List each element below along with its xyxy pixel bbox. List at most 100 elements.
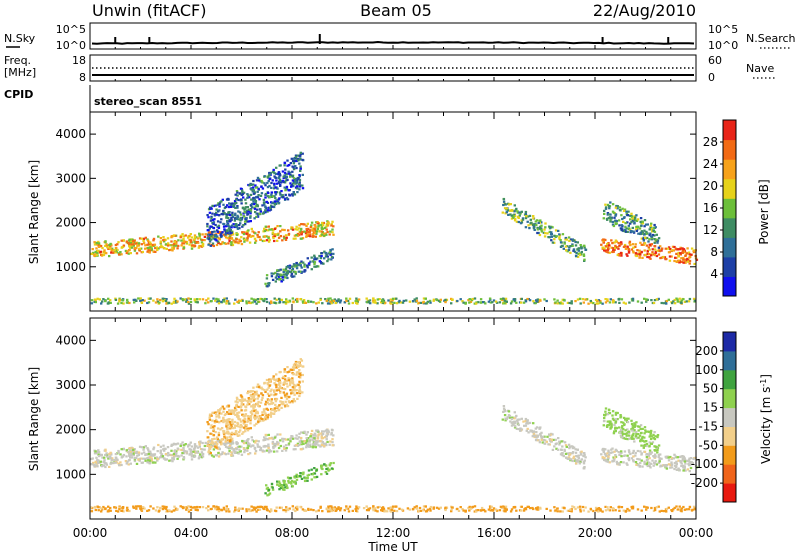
echo-cell bbox=[159, 456, 162, 459]
echo-cell bbox=[230, 438, 233, 441]
echo-cell bbox=[611, 410, 615, 413]
echo-cell bbox=[132, 448, 135, 451]
echo-cell bbox=[275, 378, 279, 381]
echo-cell bbox=[329, 300, 332, 303]
echo-cell bbox=[190, 247, 194, 250]
echo-cell bbox=[190, 458, 194, 461]
echo-cell bbox=[473, 302, 476, 305]
echo-cell bbox=[325, 438, 328, 441]
echo-cell bbox=[511, 416, 514, 419]
echo-cell bbox=[688, 460, 691, 464]
echo-cell bbox=[267, 229, 270, 232]
echo-cell bbox=[309, 508, 313, 511]
echo-cell bbox=[422, 505, 426, 508]
echo-cell bbox=[568, 301, 571, 305]
echo-cell bbox=[558, 443, 561, 446]
echo-cell bbox=[224, 438, 228, 442]
echo-cell bbox=[140, 457, 143, 460]
echo-cell bbox=[199, 238, 203, 241]
echo-cell bbox=[153, 243, 157, 246]
echo-cell bbox=[109, 451, 112, 454]
echo-cell bbox=[596, 299, 599, 303]
echo-cell bbox=[256, 196, 260, 199]
echo-cell bbox=[678, 297, 681, 300]
echo-cell bbox=[182, 237, 185, 241]
echo-cell bbox=[257, 394, 260, 397]
echo-cell bbox=[498, 301, 502, 304]
echo-cell bbox=[534, 220, 537, 223]
echo-cell bbox=[176, 457, 179, 460]
echo-cell bbox=[517, 220, 520, 224]
echo-cell bbox=[311, 473, 314, 476]
echo-cell bbox=[635, 229, 638, 232]
echo-cell bbox=[313, 258, 316, 261]
echo-cell bbox=[279, 174, 282, 177]
echo-cell bbox=[529, 222, 532, 225]
echo-cell bbox=[568, 453, 572, 456]
echo-cell bbox=[569, 238, 573, 241]
echo-cell bbox=[246, 193, 249, 196]
echo-cell bbox=[267, 449, 271, 452]
echo-cell bbox=[437, 507, 441, 510]
echo-cell bbox=[221, 198, 224, 201]
echo-cell bbox=[279, 268, 282, 271]
echo-cell bbox=[649, 437, 653, 441]
echo-cell bbox=[301, 380, 304, 383]
echo-cell bbox=[273, 201, 276, 204]
echo-cell bbox=[620, 450, 623, 453]
echo-cell bbox=[680, 462, 683, 465]
echo-cell bbox=[106, 455, 109, 458]
echo-cell bbox=[266, 195, 269, 198]
echo-cell bbox=[259, 401, 263, 404]
echo-cell bbox=[329, 508, 332, 511]
echo-cell bbox=[170, 444, 173, 447]
echo-cell bbox=[270, 275, 274, 278]
echo-cell bbox=[111, 457, 114, 460]
echo-cell bbox=[286, 486, 289, 490]
echo-cell bbox=[230, 433, 233, 436]
echo-cell bbox=[541, 435, 545, 439]
echo-cell bbox=[276, 480, 279, 483]
echo-cell bbox=[333, 298, 336, 301]
echo-cell bbox=[283, 370, 286, 373]
echo-cell bbox=[121, 507, 125, 510]
echo-cell bbox=[246, 237, 249, 240]
echo-cell bbox=[152, 237, 156, 240]
echo-cell bbox=[518, 211, 521, 214]
echo-cell bbox=[613, 450, 616, 453]
echo-cell bbox=[162, 239, 165, 242]
echo-cell bbox=[265, 449, 269, 452]
echo-cell bbox=[640, 237, 643, 240]
echo-cell bbox=[299, 358, 302, 361]
echo-cell bbox=[244, 198, 247, 201]
echo-cell bbox=[325, 472, 329, 475]
station-title: Unwin (fitACF) bbox=[92, 1, 206, 20]
echo-cell bbox=[306, 474, 309, 477]
echo-cell bbox=[206, 225, 209, 228]
echo-cell bbox=[686, 257, 689, 260]
cpid-value: stereo_scan 8551 bbox=[94, 95, 202, 108]
echo-cell bbox=[264, 192, 268, 196]
echo-cell bbox=[264, 492, 267, 495]
echo-cell bbox=[271, 170, 275, 173]
echo-cell bbox=[283, 164, 286, 167]
echo-cell bbox=[193, 443, 197, 446]
echo-cell bbox=[129, 462, 132, 465]
echo-cell bbox=[310, 433, 313, 436]
echo-cell bbox=[484, 302, 487, 305]
echo-cell bbox=[223, 435, 226, 438]
echo-cell bbox=[97, 240, 100, 243]
echo-cell bbox=[207, 509, 210, 512]
echo-cell bbox=[260, 298, 264, 301]
echo-cell bbox=[610, 239, 613, 242]
echo-cell bbox=[535, 436, 538, 439]
echo-cell bbox=[624, 437, 627, 440]
echo-cell bbox=[118, 253, 121, 256]
echo-cell bbox=[549, 226, 552, 229]
echo-cell bbox=[224, 233, 227, 236]
echo-cell bbox=[533, 434, 537, 437]
echo-cell bbox=[649, 224, 653, 227]
echo-cell bbox=[301, 365, 304, 368]
echo-cell bbox=[282, 176, 285, 179]
echo-cell bbox=[648, 457, 651, 460]
